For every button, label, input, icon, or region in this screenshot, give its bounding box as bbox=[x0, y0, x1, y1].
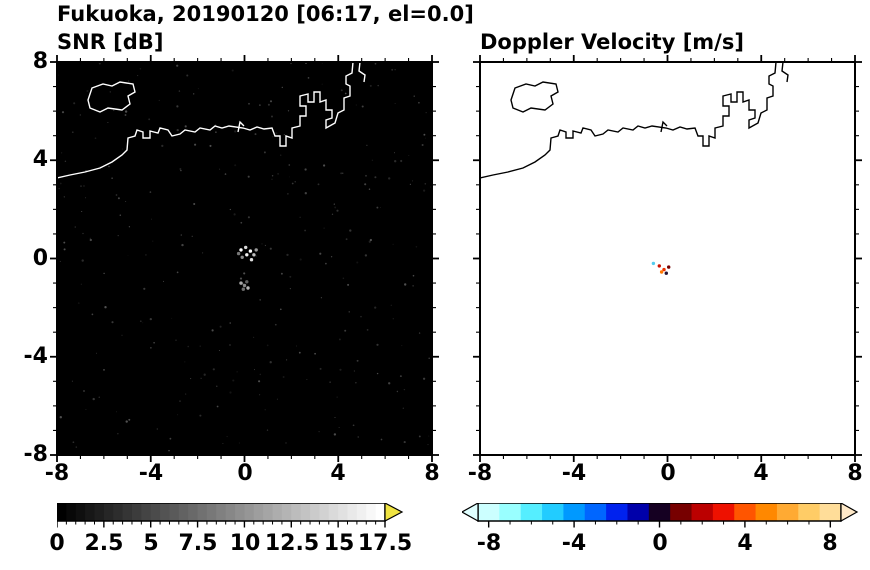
velocity-colorbar-label: 8 bbox=[822, 531, 838, 556]
velocity-panel-title: Doppler Velocity [m/s] bbox=[480, 30, 744, 54]
velocity-x-tick-label: 8 bbox=[847, 461, 863, 486]
snr-colorbar-label: 2.5 bbox=[84, 531, 124, 556]
snr-x-tick-label: 4 bbox=[330, 461, 346, 486]
coastline-velocity bbox=[480, 62, 789, 179]
coastline-tophook bbox=[781, 62, 789, 83]
coastline-islet bbox=[237, 120, 245, 133]
snr-panel-title: SNR [dB] bbox=[57, 30, 164, 54]
velocity-x-tick-label: 0 bbox=[660, 461, 676, 486]
velocity-colorbar-label: -4 bbox=[561, 531, 587, 556]
snr-colorbar-label: 12.5 bbox=[264, 531, 320, 556]
coastline-islet bbox=[660, 120, 668, 133]
snr-colorbar-label: 0 bbox=[49, 531, 65, 556]
coastline-main bbox=[480, 62, 777, 179]
snr-y-tick-label: 8 bbox=[32, 49, 48, 74]
velocity-colorbar-label: -8 bbox=[476, 531, 502, 556]
snr-x-tick-label: -8 bbox=[44, 461, 70, 486]
snr-colorbar bbox=[57, 503, 404, 528]
snr-colorbar-label: 17.5 bbox=[357, 531, 413, 556]
snr-colorbar-label: 15 bbox=[323, 531, 355, 556]
velocity-plot-area bbox=[480, 62, 855, 455]
velocity-colorbar-label: 0 bbox=[652, 531, 668, 556]
snr-x-tick-label: 8 bbox=[424, 461, 440, 486]
velocity-colorbar-label: 4 bbox=[737, 531, 753, 556]
snr-map-panel bbox=[50, 55, 439, 462]
velocity-x-tick-label: 4 bbox=[753, 461, 769, 486]
velocity-x-tick-label: -4 bbox=[561, 461, 587, 486]
velocity-echoes bbox=[651, 261, 671, 275]
snr-x-tick-label: -4 bbox=[138, 461, 164, 486]
coastline-main bbox=[57, 62, 354, 179]
coastline-island bbox=[87, 81, 136, 113]
velocity-x-tick-label: -8 bbox=[467, 461, 493, 486]
coastline-island bbox=[510, 81, 559, 113]
snr-y-tick-label: -8 bbox=[23, 442, 48, 467]
snr-x-tick-label: 0 bbox=[237, 461, 253, 486]
snr-colorbar-label: 5 bbox=[143, 531, 159, 556]
snr-noise-speckle bbox=[57, 62, 432, 452]
snr-y-tick-label: 4 bbox=[32, 147, 48, 172]
coastline-tophook bbox=[358, 62, 366, 83]
snr-colorbar-label: 7.5 bbox=[178, 531, 218, 556]
snr-colorbar-label: 10 bbox=[229, 531, 261, 556]
coastline-snr bbox=[57, 62, 366, 179]
velocity-map-panel bbox=[473, 55, 862, 462]
snr-y-tick-label: -4 bbox=[23, 344, 48, 369]
velocity-colorbar bbox=[462, 503, 859, 528]
velocity-axes-frame bbox=[473, 55, 862, 462]
snr-y-tick-label: 0 bbox=[32, 246, 48, 271]
figure-title: Fukuoka, 20190120 [06:17, el=0.0] bbox=[57, 2, 474, 26]
snr-echoes bbox=[236, 245, 258, 291]
snr-axes-frame bbox=[50, 55, 439, 462]
snr-plot-area bbox=[57, 62, 432, 455]
